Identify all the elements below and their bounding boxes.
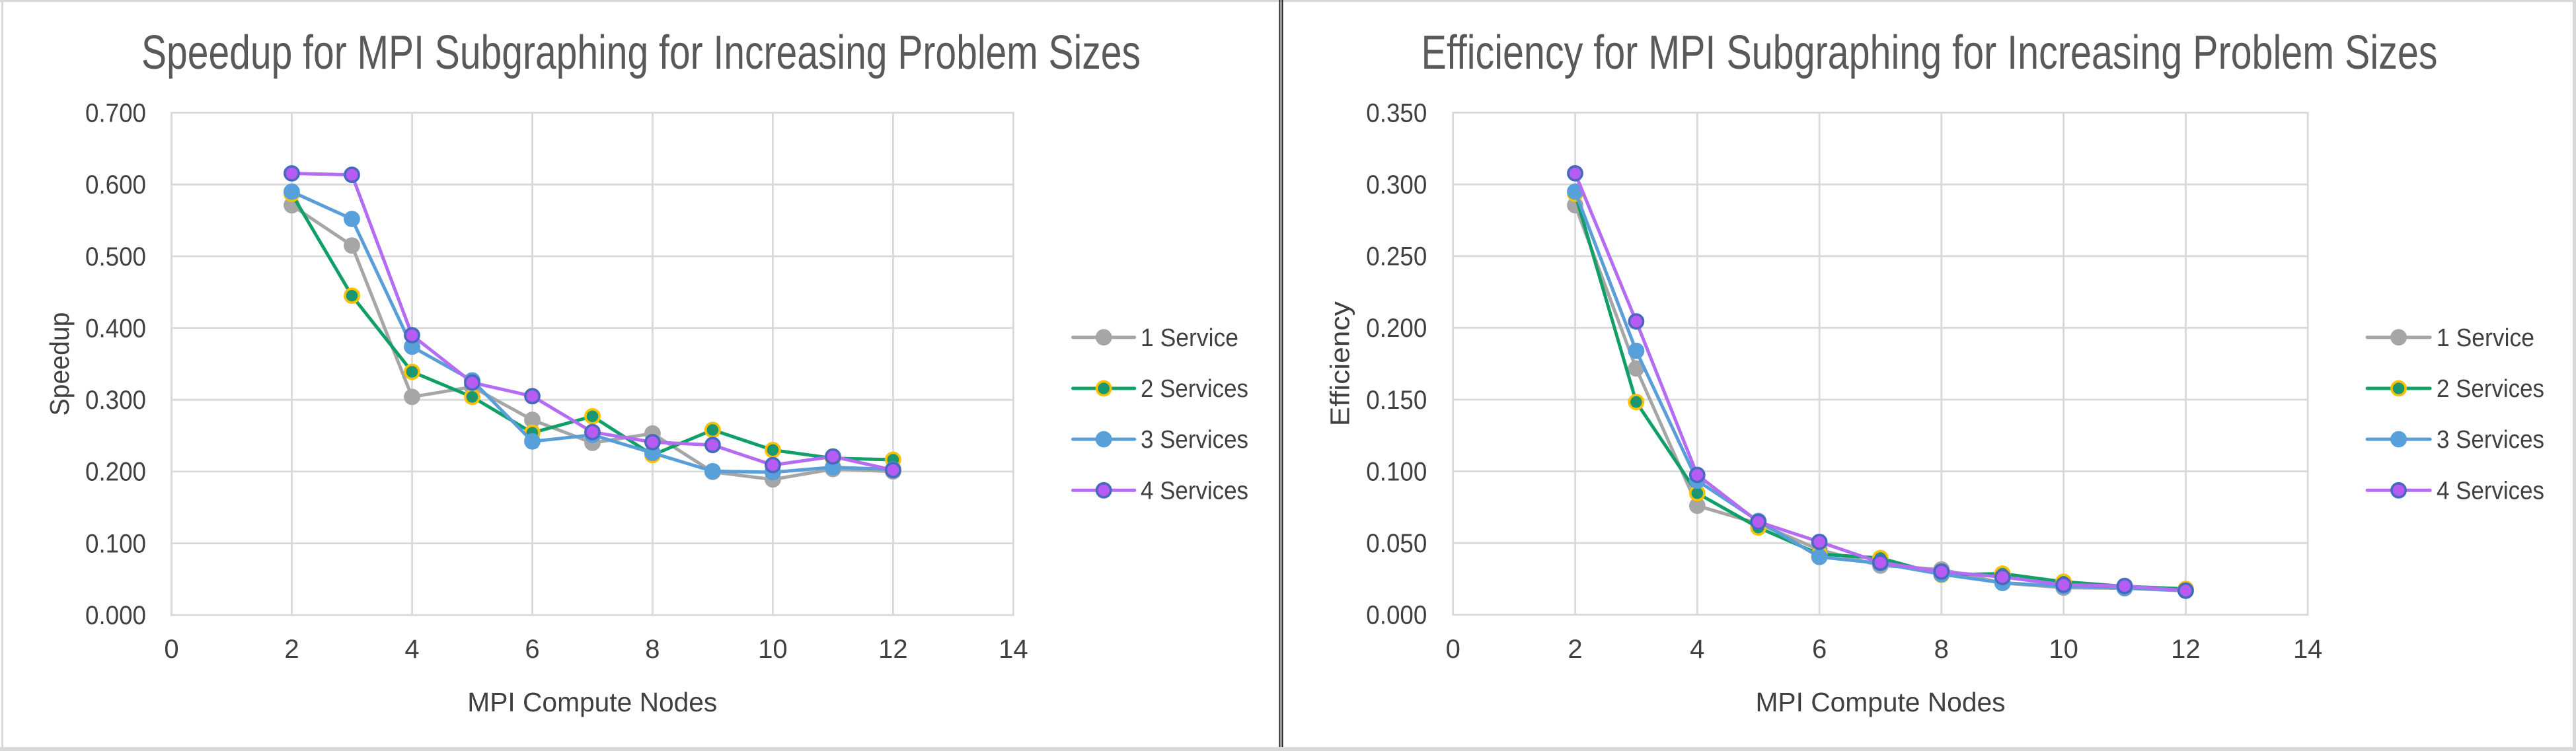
svg-text:Speedup: Speedup xyxy=(44,312,75,416)
svg-text:0.000: 0.000 xyxy=(1366,601,1427,630)
svg-text:Speedup for MPI Subgraphing fo: Speedup for MPI Subgraphing for Increasi… xyxy=(141,26,1141,79)
svg-text:2 Services: 2 Services xyxy=(1141,375,1248,403)
svg-text:0.300: 0.300 xyxy=(1366,170,1427,199)
svg-text:8: 8 xyxy=(1934,635,1949,664)
svg-text:12: 12 xyxy=(2171,635,2201,664)
svg-text:1 Service: 1 Service xyxy=(1141,324,1238,352)
svg-text:0.600: 0.600 xyxy=(85,170,146,199)
svg-text:3 Services: 3 Services xyxy=(1141,426,1248,454)
svg-text:10: 10 xyxy=(758,635,788,664)
svg-text:0.300: 0.300 xyxy=(85,386,146,415)
svg-text:0.500: 0.500 xyxy=(85,242,146,271)
svg-text:0.200: 0.200 xyxy=(1366,314,1427,343)
svg-text:1 Service: 1 Service xyxy=(2437,324,2534,352)
svg-text:6: 6 xyxy=(1812,635,1827,664)
svg-text:3 Services: 3 Services xyxy=(2437,426,2544,454)
svg-text:0.100: 0.100 xyxy=(85,529,146,558)
svg-text:0.100: 0.100 xyxy=(1366,457,1427,486)
svg-text:Efficiency: Efficiency xyxy=(1324,301,1355,427)
svg-text:4: 4 xyxy=(404,635,419,664)
svg-text:14: 14 xyxy=(999,635,1028,664)
svg-text:10: 10 xyxy=(2049,635,2078,664)
svg-text:4 Services: 4 Services xyxy=(1141,477,1248,505)
svg-text:0.200: 0.200 xyxy=(85,458,146,487)
svg-text:0.150: 0.150 xyxy=(1366,386,1427,415)
svg-text:0.350: 0.350 xyxy=(1366,98,1427,127)
svg-text:2: 2 xyxy=(284,635,299,664)
svg-text:4: 4 xyxy=(1690,635,1704,664)
svg-text:0: 0 xyxy=(1446,635,1460,664)
svg-text:2: 2 xyxy=(1568,635,1582,664)
svg-text:8: 8 xyxy=(645,635,660,664)
svg-text:MPI Compute Nodes: MPI Compute Nodes xyxy=(1756,687,2006,717)
svg-text:0: 0 xyxy=(164,635,178,664)
svg-text:4 Services: 4 Services xyxy=(2437,477,2544,505)
svg-text:Efficiency for MPI Subgraphing: Efficiency for MPI Subgraphing for Incre… xyxy=(1421,26,2438,79)
svg-text:0.400: 0.400 xyxy=(85,314,146,343)
svg-text:0.250: 0.250 xyxy=(1366,242,1427,271)
svg-text:MPI Compute Nodes: MPI Compute Nodes xyxy=(467,687,717,717)
svg-text:0.050: 0.050 xyxy=(1366,529,1427,558)
svg-text:2 Services: 2 Services xyxy=(2437,375,2544,403)
svg-text:14: 14 xyxy=(2293,635,2323,664)
svg-text:0.700: 0.700 xyxy=(85,99,146,128)
svg-text:12: 12 xyxy=(878,635,908,664)
svg-text:6: 6 xyxy=(525,635,539,664)
svg-text:0.000: 0.000 xyxy=(85,601,146,630)
